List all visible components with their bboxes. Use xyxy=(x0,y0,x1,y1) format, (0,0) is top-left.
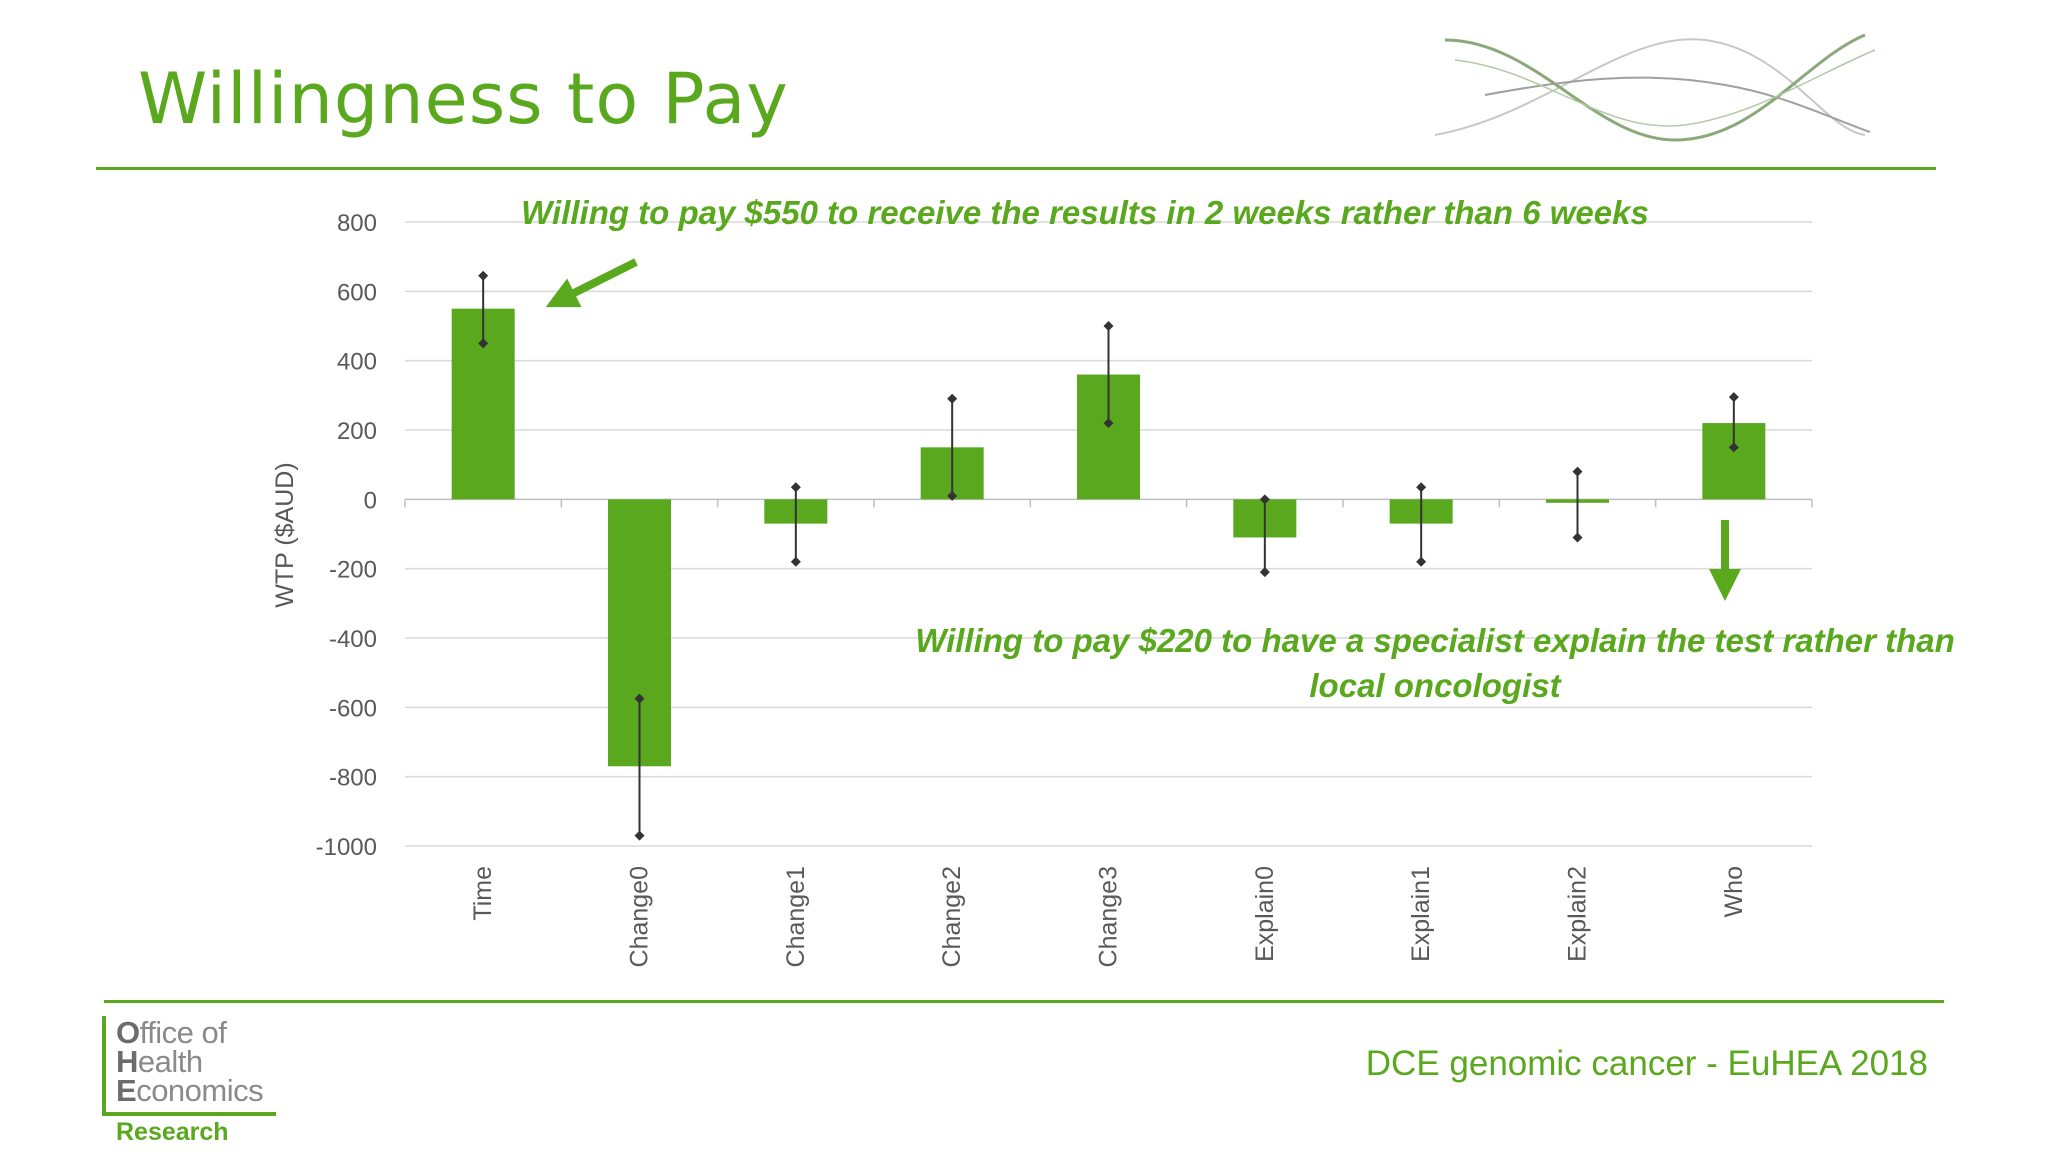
annotation-who-line1: Willing to pay $220 to have a specialist… xyxy=(915,622,1955,659)
x-tick-label: Change1 xyxy=(782,866,810,967)
error-cap xyxy=(947,393,958,404)
x-tick-label: Time xyxy=(469,866,497,921)
annotation-who-line2: local oncologist xyxy=(1309,667,1562,704)
error-cap xyxy=(1259,567,1270,578)
footer-divider xyxy=(104,1000,1944,1003)
error-cap xyxy=(1572,466,1583,477)
error-cap xyxy=(1103,418,1114,429)
error-cap xyxy=(947,490,958,501)
error-cap xyxy=(1728,442,1739,453)
y-tick-label: 200 xyxy=(337,418,377,445)
logo-line-office: Office of xyxy=(116,1015,227,1050)
x-tick-label: Change0 xyxy=(626,866,654,967)
error-cap xyxy=(790,556,801,567)
y-tick-label: -1000 xyxy=(316,834,377,861)
title-divider xyxy=(96,167,1936,170)
y-tick-label: 400 xyxy=(337,349,377,376)
decorative-waves xyxy=(1434,33,1876,142)
footer-text: DCE genomic cancer - EuHEA 2018 xyxy=(1365,1044,1928,1083)
error-cap xyxy=(478,270,489,281)
x-tick-label: Explain0 xyxy=(1251,866,1279,962)
error-cap xyxy=(1728,392,1739,403)
error-bars xyxy=(478,270,1739,841)
error-cap xyxy=(790,482,801,493)
x-tick-label: Change2 xyxy=(938,866,966,967)
error-cap xyxy=(1416,482,1427,493)
x-tick-label: Explain2 xyxy=(1564,866,1592,962)
x-tick-label: Change3 xyxy=(1095,866,1123,967)
y-tick-label: -800 xyxy=(329,765,377,792)
wtp-bar-chart: 800 600 400 200 0 -200 -400 -600 -800 -1000 Time C… xyxy=(271,194,1955,967)
error-cap xyxy=(634,830,645,841)
y-tick-label: 800 xyxy=(337,210,377,237)
y-tick-labels: 800 600 400 200 0 -200 -400 -600 -800 -1000 xyxy=(316,210,377,861)
error-cap xyxy=(1259,494,1270,505)
error-cap xyxy=(1103,321,1114,331)
x-tick-label: Explain1 xyxy=(1407,866,1435,962)
ohe-logo: Office of Health Economics Research xyxy=(102,1016,282,1146)
logo-line-health: Health xyxy=(116,1044,203,1079)
y-tick-label: -600 xyxy=(329,695,377,722)
error-cap xyxy=(478,338,489,349)
y-tick-label: -400 xyxy=(329,626,377,653)
y-tick-label: 600 xyxy=(337,279,377,306)
y-axis-label: WTP ($AUD) xyxy=(271,462,299,607)
annotation-time: Willing to pay $550 to receive the resul… xyxy=(521,194,1649,231)
y-tick-label: -200 xyxy=(329,557,377,584)
error-cap xyxy=(1416,556,1427,567)
logo-research: Research xyxy=(116,1118,229,1146)
x-tick-labels: Time Change0 Change1 Change2 Change3 Explain0… xyxy=(469,866,1748,967)
annotation-time-arrow xyxy=(545,258,638,308)
slide-title: Willingness to Pay xyxy=(138,58,789,140)
x-tick-label: Who xyxy=(1720,866,1748,917)
logo-line-economics: Economics xyxy=(116,1073,264,1108)
logo-bracket xyxy=(102,1016,276,1116)
error-cap xyxy=(1572,532,1583,543)
error-cap xyxy=(634,693,645,704)
y-tick-label: 0 xyxy=(364,487,377,514)
